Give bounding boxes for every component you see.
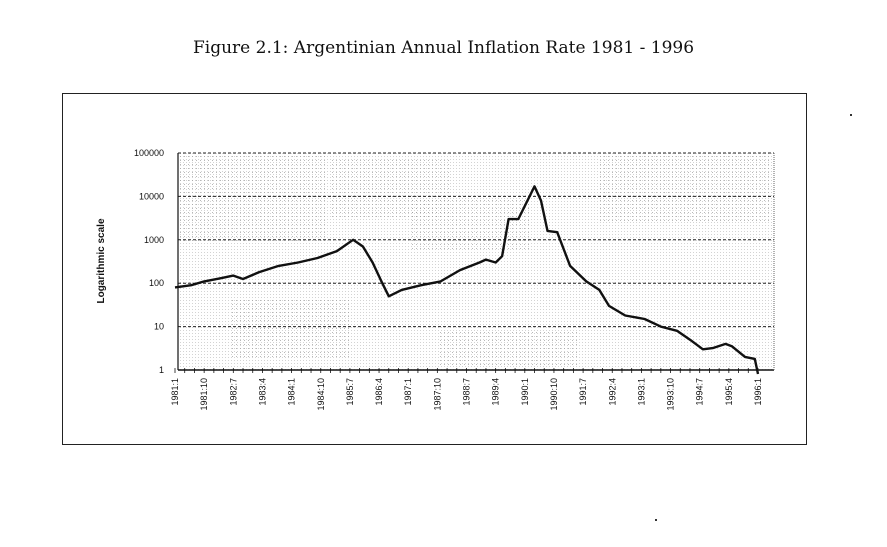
x-tick-label: 1989:4 xyxy=(491,378,501,406)
x-tick-label: 1996:1 xyxy=(753,378,763,406)
y-tick-label: 1 xyxy=(159,365,164,375)
x-tick-label: 1986:4 xyxy=(374,378,384,406)
y-tick-label: 1000 xyxy=(144,235,164,245)
stipple-patch xyxy=(600,153,770,223)
x-tick-label: 1994:7 xyxy=(695,378,705,406)
plot-background xyxy=(178,153,774,370)
stipple-patch xyxy=(410,200,530,250)
x-tick-label: 1990:1 xyxy=(520,378,530,406)
x-tick-label: 1982:7 xyxy=(228,378,238,406)
y-tick-labels: 1 10 100 1000 10000 100000 xyxy=(134,148,164,375)
stray-mark xyxy=(655,519,657,521)
x-tick-label: 1983:4 xyxy=(257,378,267,406)
x-tick-label: 1993:10 xyxy=(666,378,676,411)
axes xyxy=(174,153,775,373)
x-tick-label: 1991:7 xyxy=(578,378,588,406)
x-tick-label: 1987:10 xyxy=(432,378,442,411)
y-tick-label: 10000 xyxy=(139,191,164,201)
y-tick-label: 100000 xyxy=(134,148,164,158)
chart-frame xyxy=(62,93,807,445)
y-tick-label: 10 xyxy=(154,322,164,332)
x-tick-label: 1990:10 xyxy=(549,378,559,411)
stipple-patch xyxy=(178,153,328,243)
x-tick-label: 1984:1 xyxy=(287,378,297,406)
x-tick-label: 1981:1 xyxy=(170,378,180,406)
x-tick-label: 1993:1 xyxy=(636,378,646,406)
x-tick-labels: 1981:1 1981:10 1982:7 1983:4 1984:1 1984:10 19… xyxy=(170,378,763,411)
figure-caption: Figure 2.1: Argentinian Annual Inflation… xyxy=(192,38,695,58)
stipple-patch xyxy=(440,330,580,365)
x-tick-label: 1984:10 xyxy=(316,378,326,411)
x-tick-label: 1985:7 xyxy=(345,378,355,406)
x-tick-label: 1987:1 xyxy=(403,378,413,406)
series-line-inflation xyxy=(174,185,760,375)
stray-mark xyxy=(850,114,852,116)
x-tick-label: 1988:7 xyxy=(462,378,472,406)
x-tick-label: 1992:4 xyxy=(607,378,617,406)
x-tick-label: 1995:4 xyxy=(724,378,734,406)
y-tick-label: 100 xyxy=(149,278,164,288)
y-axis-label: Logarithmic scale xyxy=(96,218,107,303)
stipple-patch xyxy=(230,300,350,360)
x-tick-label: 1981:10 xyxy=(199,378,209,411)
